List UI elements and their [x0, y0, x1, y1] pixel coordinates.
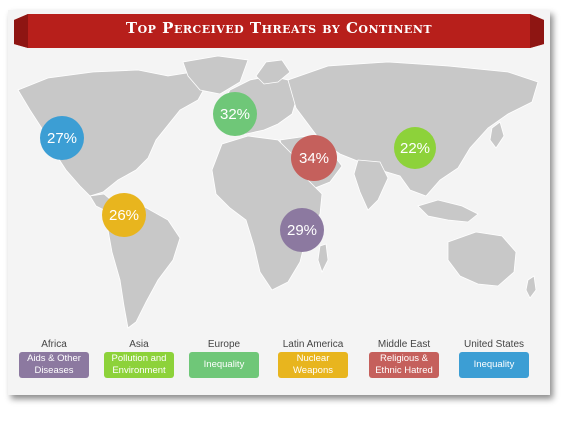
north-america-landmass [17, 69, 209, 197]
scandinavia-landmass [255, 59, 291, 85]
legend-name: Asia [129, 339, 149, 350]
legend-item-europe: Europe Inequality [184, 339, 264, 378]
infographic-card: Top Perceived Threats by Continent [8, 10, 550, 395]
legend-name: Middle East [377, 339, 431, 350]
legend-item-africa: Africa Aids & Other Diseases [14, 339, 94, 378]
india-landmass [353, 159, 389, 211]
southeast-asia-islands [417, 199, 479, 223]
legend-name: Africa [41, 339, 67, 350]
australia-landmass [447, 231, 517, 287]
bubble-latin-america: 26% [102, 193, 146, 237]
legend-item-united-states: United States Inequality [454, 339, 534, 378]
legend-name: Europe [207, 339, 241, 350]
legend-item-middle-east: Middle East Religious & Ethnic Hatred [364, 339, 444, 378]
japan-landmass [489, 121, 505, 149]
page-title: Top Perceived Threats by Continent [125, 19, 433, 37]
title-banner [14, 14, 544, 48]
legend-threat: Religious & Ethnic Hatred [369, 352, 439, 378]
legend-threat: Aids & Other Diseases [19, 352, 89, 378]
legend-threat: Pollution and Environment [104, 352, 174, 378]
legend-threat: Nuclear Weapons [278, 352, 348, 378]
legend-item-asia: Asia Pollution and Environment [99, 339, 179, 378]
bubble-asia: 22% [394, 127, 436, 169]
legend-name: Latin America [282, 339, 344, 350]
greenland-landmass [182, 55, 249, 95]
bubble-europe: 32% [213, 92, 257, 136]
madagascar-landmass [317, 243, 329, 274]
legend-name: United States [463, 339, 525, 350]
bubble-middle-east: 34% [291, 135, 337, 181]
legend-threat: Inequality [459, 352, 529, 378]
legend-threat: Inequality [189, 352, 259, 378]
new-zealand-landmass [525, 275, 537, 299]
bubble-united-states: 27% [40, 116, 84, 160]
legend-item-latin-america: Latin America Nuclear Weapons [273, 339, 353, 378]
bubble-africa: 29% [280, 208, 324, 252]
world-map [17, 55, 539, 329]
